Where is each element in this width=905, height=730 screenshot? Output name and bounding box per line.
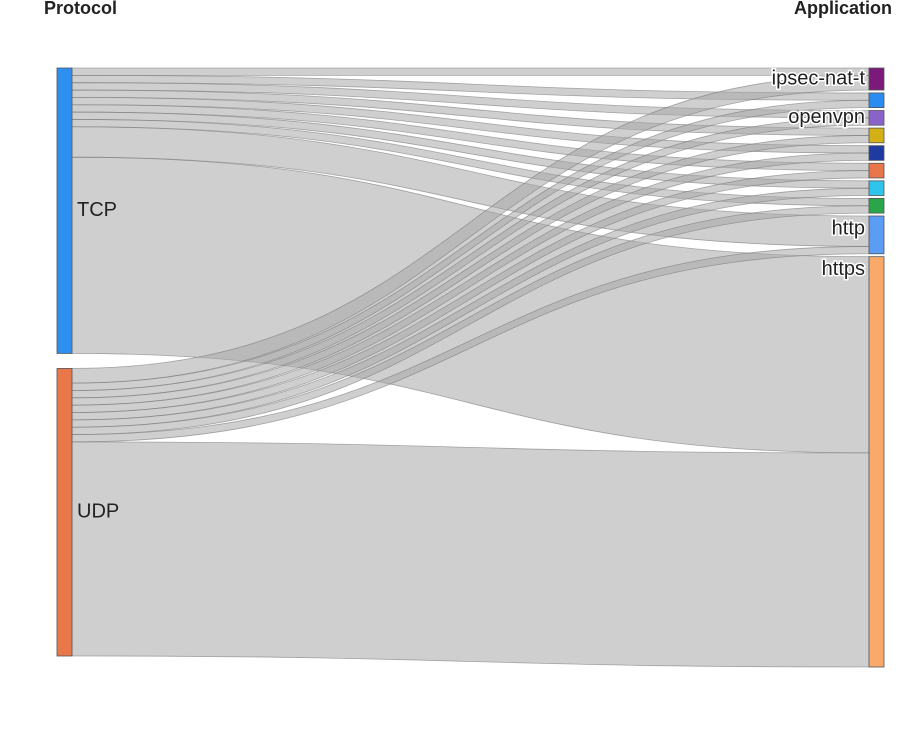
target-node <box>868 145 885 161</box>
target-node <box>868 67 885 91</box>
source-label: UDP <box>77 501 119 523</box>
link <box>71 67 870 76</box>
target-label: https <box>822 258 865 280</box>
link <box>71 441 870 668</box>
target-node <box>868 110 885 126</box>
target-node <box>868 162 885 179</box>
target-node <box>868 92 885 109</box>
target-title: Application <box>794 0 892 18</box>
target-node <box>868 256 885 668</box>
target-label: ipsec-nat-t <box>772 67 866 89</box>
source-title: Protocol <box>44 0 117 18</box>
target-label: http <box>832 217 865 239</box>
source-node <box>56 368 73 657</box>
target-node <box>868 198 885 214</box>
source-label: TCP <box>77 199 117 221</box>
target-node <box>868 215 885 255</box>
target-node <box>868 127 885 144</box>
target-label: openvpn <box>788 106 865 128</box>
source-node <box>56 67 73 354</box>
target-node <box>868 180 885 196</box>
